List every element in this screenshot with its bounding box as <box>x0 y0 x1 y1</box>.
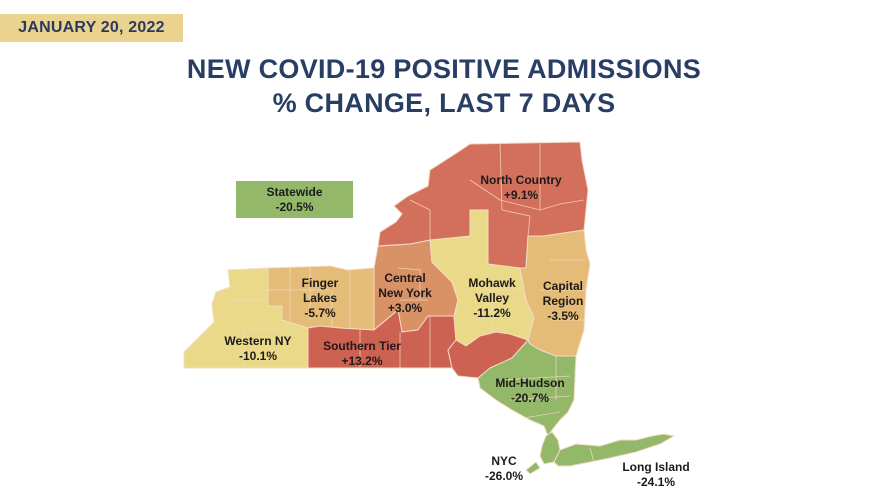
label-north-country: North Country +9.1% <box>480 173 561 203</box>
central-ny-value: +3.0% <box>387 301 423 315</box>
western-ny-value: -10.1% <box>238 349 278 363</box>
label-long-island: Long Island -24.1% <box>622 460 689 490</box>
page-title: NEW COVID-19 POSITIVE ADMISSIONS % CHANG… <box>0 52 888 120</box>
mid-hudson-value: -20.7% <box>510 391 550 405</box>
southern-tier-value: +13.2% <box>341 354 383 368</box>
date-text: JANUARY 20, 2022 <box>18 19 165 36</box>
mohawk-valley-name-1: Mohawk <box>468 276 516 290</box>
label-mid-hudson: Mid-Hudson -20.7% <box>495 376 564 406</box>
title-line-2: % CHANGE, LAST 7 DAYS <box>272 88 616 118</box>
capital-region-name-1: Capital <box>542 279 584 293</box>
mohawk-valley-value: -11.2% <box>473 306 511 320</box>
date-badge: JANUARY 20, 2022 <box>0 14 183 42</box>
capital-region-value: -3.5% <box>547 309 579 323</box>
north-country-name: North Country <box>480 173 562 187</box>
label-finger-lakes: Finger Lakes -5.7% <box>302 276 339 321</box>
western-ny-name: Western NY <box>224 334 292 348</box>
finger-lakes-name-2: Lakes <box>302 291 338 305</box>
title-line-1: NEW COVID-19 POSITIVE ADMISSIONS <box>186 54 702 84</box>
central-ny-name-2: New York <box>378 286 432 300</box>
region-long-island[interactable] <box>553 433 675 467</box>
finger-lakes-value: -5.7% <box>304 306 336 320</box>
region-mid-hudson[interactable] <box>477 339 577 437</box>
north-country-value: +9.1% <box>503 188 539 202</box>
southern-tier-name: Southern Tier <box>323 339 401 353</box>
nyc-name: NYC <box>491 454 517 468</box>
statewide-label: Statewide <box>266 184 323 199</box>
region-nyc-staten-island[interactable] <box>525 461 541 475</box>
statewide-box: Statewide -20.5% <box>236 181 353 218</box>
label-central-ny: Central New York +3.0% <box>378 271 432 316</box>
long-island-value: -24.1% <box>636 475 676 489</box>
label-mohawk-valley: Mohawk Valley -11.2% <box>468 276 515 321</box>
central-ny-name-1: Central <box>384 271 426 285</box>
label-nyc: NYC -26.0% <box>485 454 523 484</box>
label-southern-tier: Southern Tier +13.2% <box>323 339 401 369</box>
finger-lakes-name-1: Finger <box>301 276 339 290</box>
capital-region-name-2: Region <box>542 294 584 308</box>
long-island-name: Long Island <box>622 460 690 474</box>
county-borders <box>230 143 595 463</box>
label-capital-region: Capital Region -3.5% <box>543 279 584 324</box>
label-western-ny: Western NY -10.1% <box>224 334 291 364</box>
mohawk-valley-name-2: Valley <box>474 291 510 305</box>
statewide-value: -20.5% <box>275 199 314 214</box>
nyc-value: -26.0% <box>484 469 524 483</box>
mid-hudson-name: Mid-Hudson <box>495 376 565 390</box>
region-north-country[interactable] <box>377 141 589 269</box>
